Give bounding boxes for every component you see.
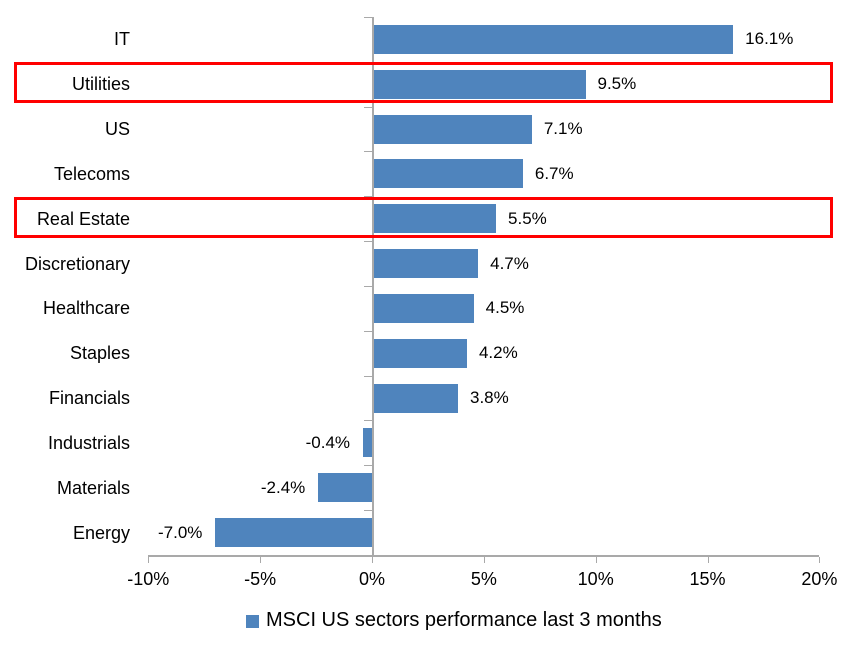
- x-tick-label: 10%: [577, 569, 614, 589]
- legend: MSCI US sectors performance last 3 month…: [246, 609, 662, 632]
- category-label: Healthcare: [42, 298, 130, 319]
- x-tick-label: 5%: [470, 569, 497, 589]
- category-tick: [364, 465, 372, 467]
- x-tick-label: 0%: [358, 569, 385, 589]
- bar-value-label: 5.5%: [508, 208, 547, 228]
- category-tick: [364, 510, 372, 512]
- bar: [318, 473, 372, 503]
- bar: [373, 204, 497, 234]
- bar-value-label: 4.2%: [478, 343, 518, 363]
- bar-value-label: 9.5%: [597, 74, 637, 94]
- bar-value-label: -7.0%: [157, 522, 203, 542]
- category-axis-line: [372, 17, 374, 555]
- bar: [373, 293, 474, 323]
- bar: [373, 159, 523, 189]
- x-tick: [260, 557, 262, 563]
- bar: [373, 69, 586, 99]
- bar-value-label: 16.1%: [745, 29, 794, 49]
- x-tick: [148, 557, 150, 563]
- bar: [363, 428, 372, 458]
- bar: [373, 338, 467, 368]
- category-tick: [364, 330, 372, 332]
- bar: [373, 383, 458, 413]
- category-label: Energy: [72, 522, 130, 543]
- legend-label: MSCI US sectors performance last 3 month…: [266, 609, 662, 631]
- x-tick: [372, 557, 373, 563]
- category-label: Industrials: [47, 432, 130, 453]
- bar-value-label: 3.8%: [470, 388, 509, 408]
- category-label: Financials: [48, 388, 130, 409]
- x-tick: [483, 557, 485, 563]
- bar-value-label: 6.7%: [534, 163, 574, 183]
- x-tick-label: 15%: [689, 569, 726, 589]
- bar: [215, 518, 372, 548]
- bar-value-label: 4.5%: [485, 298, 525, 318]
- category-label: Staples: [69, 343, 130, 364]
- highlight-box: [14, 196, 833, 238]
- category-tick: [364, 375, 372, 377]
- category-tick: [364, 285, 372, 287]
- bar-value-label: -0.4%: [305, 432, 351, 452]
- category-label: US: [104, 119, 130, 140]
- value-axis-line: [148, 555, 820, 557]
- category-tick: [364, 241, 372, 243]
- legend-swatch-icon: [246, 615, 259, 628]
- x-tick: [819, 557, 821, 563]
- bar: [373, 114, 532, 144]
- bar-value-label: 4.7%: [490, 253, 529, 273]
- bar-value-label: -2.4%: [260, 477, 306, 497]
- category-tick: [364, 151, 372, 153]
- bar: [373, 24, 734, 54]
- bar-value-label: 7.1%: [543, 119, 583, 139]
- x-tick: [707, 557, 709, 563]
- highlight-box: [14, 62, 833, 104]
- category-tick: [364, 106, 372, 108]
- category-label: IT: [114, 29, 130, 50]
- bar: [373, 249, 479, 279]
- x-tick-label: 20%: [801, 569, 838, 589]
- category-tick: [364, 420, 372, 422]
- category-label: Real Estate: [36, 208, 130, 229]
- x-tick: [595, 557, 597, 563]
- category-label: Utilities: [71, 74, 130, 95]
- x-tick-label: -5%: [244, 569, 277, 589]
- category-label: Discretionary: [24, 253, 130, 274]
- category-tick: [364, 17, 372, 18]
- x-tick-label: -10%: [127, 569, 170, 589]
- category-label: Telecoms: [53, 163, 130, 184]
- category-label: Materials: [56, 477, 130, 498]
